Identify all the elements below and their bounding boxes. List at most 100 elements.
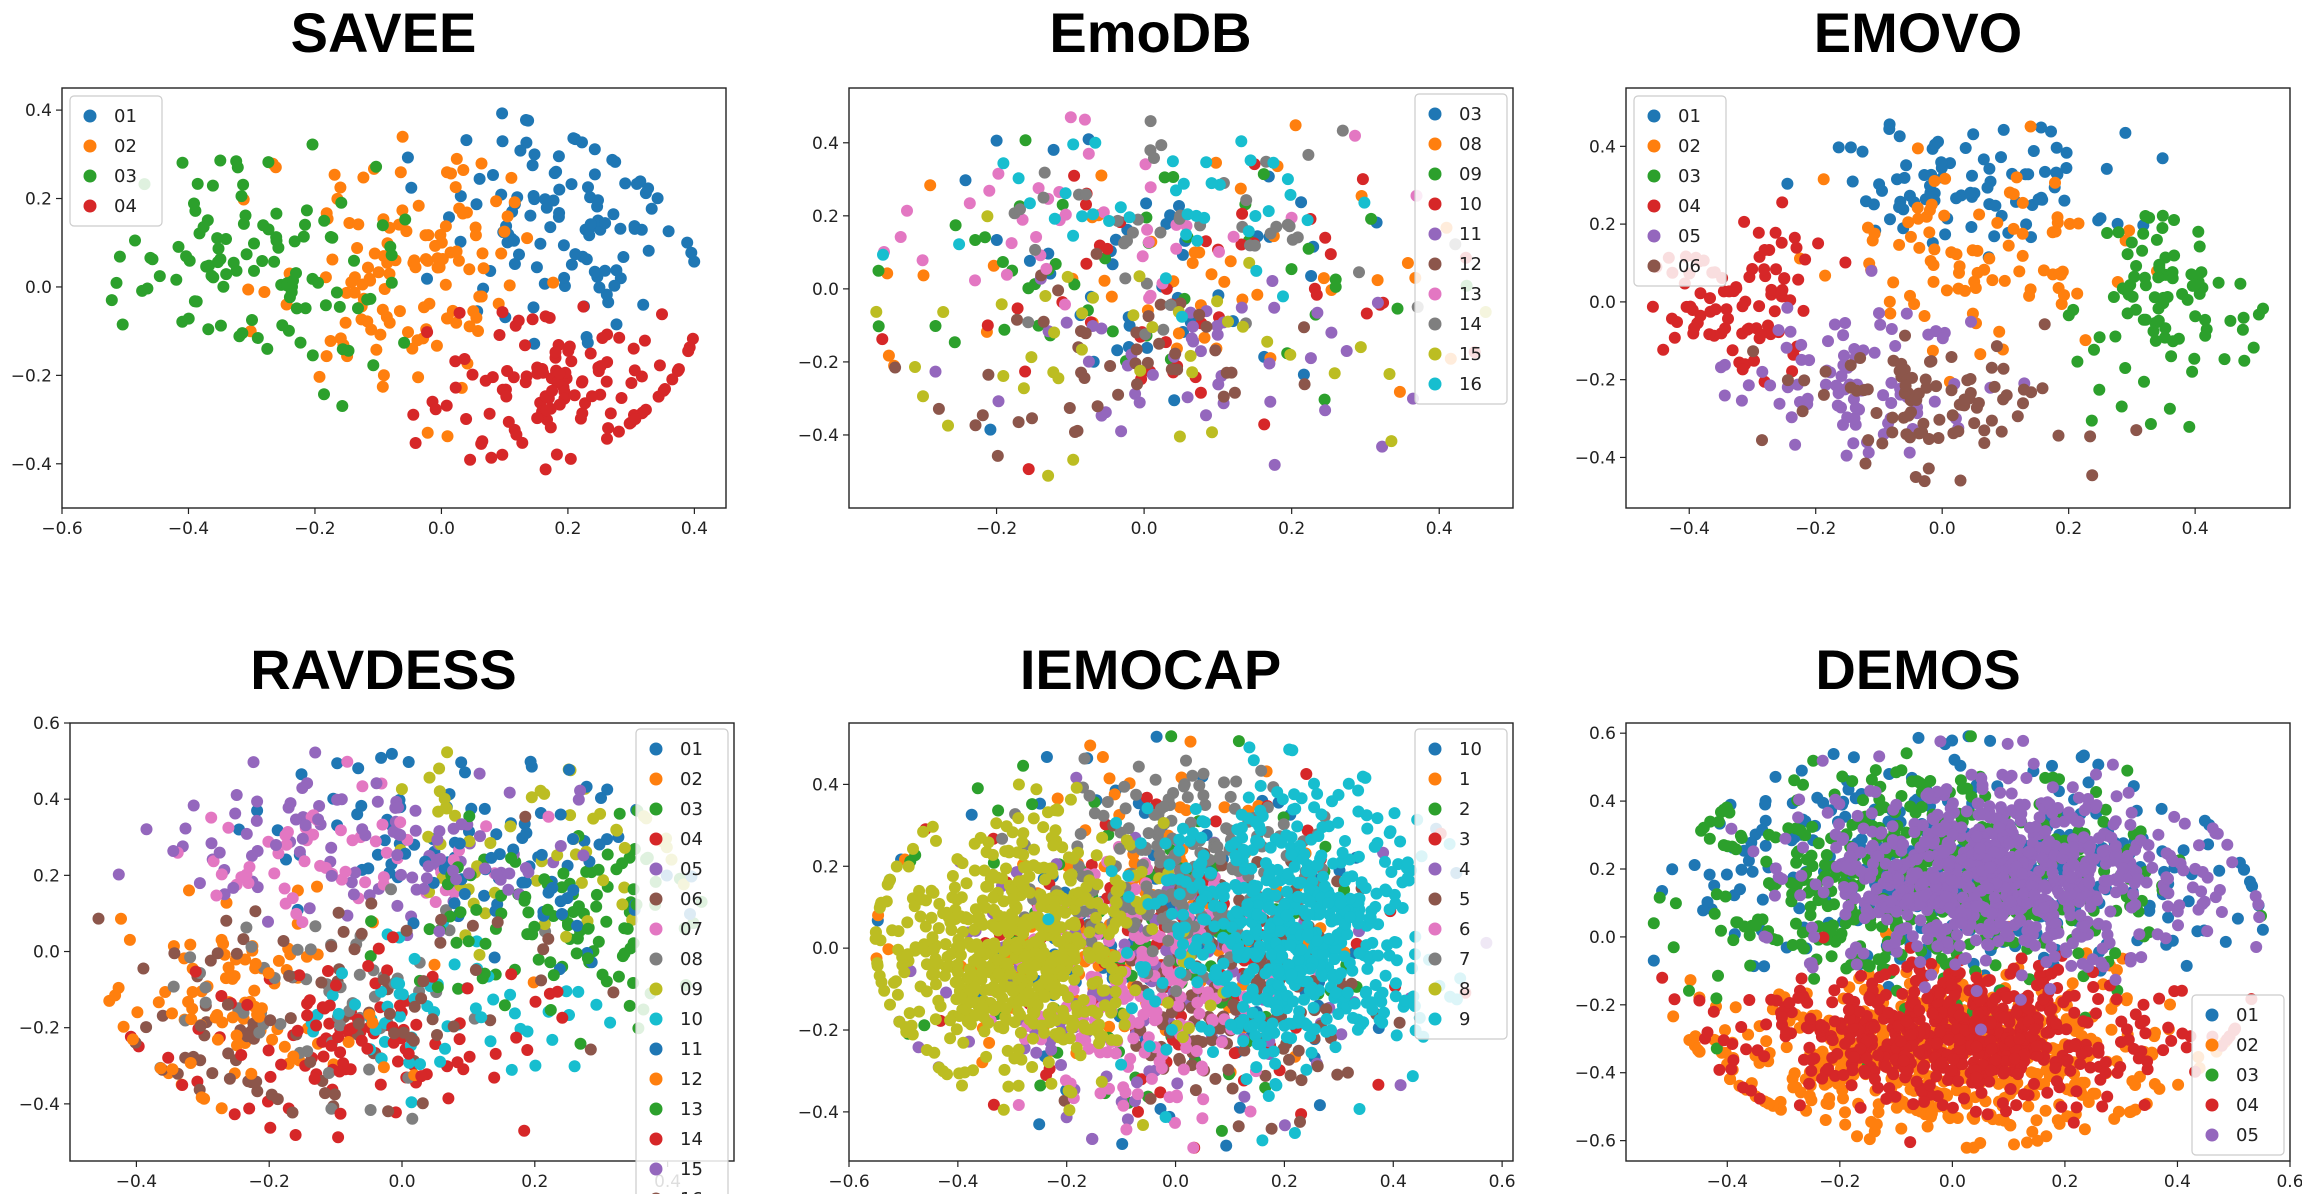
point-15 [1025, 351, 1038, 364]
point-13 [544, 1004, 557, 1016]
point-8 [903, 1007, 916, 1020]
scatter-points [1646, 118, 2269, 488]
point-15 [937, 306, 950, 318]
point-03 [616, 950, 629, 963]
point-11 [1211, 320, 1224, 332]
point-14 [1119, 272, 1132, 285]
point-8 [997, 1103, 1010, 1116]
point-01 [645, 202, 658, 215]
point-01 [2119, 126, 2132, 139]
point-8 [932, 957, 945, 970]
point-05 [1839, 317, 1852, 329]
point-15 [1385, 435, 1398, 448]
point-15 [331, 793, 344, 806]
point-13 [613, 807, 626, 820]
point-01 [1981, 181, 1994, 194]
point-08 [1105, 290, 1118, 303]
point-06 [1798, 374, 1811, 387]
point-16 [1235, 135, 1248, 148]
point-04 [463, 1050, 476, 1063]
point-04 [1768, 305, 1781, 318]
point-10 [1220, 1139, 1233, 1152]
point-03 [2121, 307, 2134, 320]
x-tick-label: −0.4 [116, 1172, 157, 1192]
point-01 [524, 209, 537, 222]
point-03 [188, 197, 200, 210]
point-03 [239, 209, 252, 222]
point-01 [2202, 838, 2215, 851]
point-03 [2121, 248, 2134, 261]
point-13 [1144, 181, 1157, 194]
point-06 [1990, 340, 2003, 353]
legend-label-02: 02 [1678, 136, 1701, 157]
point-04 [493, 329, 506, 341]
point-9 [1285, 968, 1298, 981]
point-06 [1796, 405, 1809, 418]
point-6 [1117, 1081, 1130, 1094]
point-7 [1218, 776, 1230, 789]
point-02 [2051, 211, 2064, 224]
point-13 [1213, 245, 1225, 258]
point-05 [1781, 301, 1794, 314]
point-8 [1146, 923, 1159, 936]
point-5 [1189, 1084, 1202, 1097]
point-9 [1262, 1090, 1275, 1102]
point-08 [353, 968, 366, 981]
point-04 [604, 407, 617, 420]
point-04 [176, 1079, 189, 1091]
point-01 [1950, 192, 1963, 205]
point-9 [1208, 920, 1221, 933]
point-04 [458, 353, 471, 365]
point-11 [567, 833, 579, 845]
point-9 [1368, 840, 1381, 853]
point-16 [1242, 225, 1255, 238]
point-09 [1318, 393, 1331, 406]
point-01 [527, 301, 540, 314]
point-9 [1406, 1070, 1419, 1083]
point-03 [113, 250, 126, 263]
point-8 [916, 942, 929, 955]
legend-label-07: 07 [680, 919, 703, 940]
point-02 [456, 207, 469, 220]
point-8 [1110, 1034, 1123, 1047]
point-03 [610, 863, 623, 876]
point-9 [1332, 788, 1345, 801]
point-04 [565, 355, 578, 368]
point-9 [1334, 897, 1347, 910]
point-16 [383, 1007, 396, 1020]
point-02 [1911, 142, 1924, 155]
point-01 [1893, 130, 1906, 143]
point-01 [1846, 175, 1859, 188]
point-8 [1016, 926, 1029, 939]
point-9 [1248, 883, 1261, 896]
point-9 [1177, 938, 1189, 951]
scatter-chart-emovo: −0.4 −0.2 0.0 0.2 0.4−0.4−0.20.00.20.4010203… [1575, 87, 2291, 539]
point-01 [1795, 764, 1808, 777]
point-11 [1325, 326, 1338, 339]
point-16 [1200, 156, 1213, 169]
point-01 [331, 757, 344, 770]
point-06 [156, 1009, 169, 1022]
point-03 [367, 359, 380, 372]
point-03 [2192, 225, 2205, 238]
point-02 [328, 168, 341, 181]
point-9 [1346, 1011, 1359, 1024]
point-04 [1720, 303, 1733, 316]
point-02 [1940, 284, 1953, 297]
point-02 [477, 262, 490, 275]
point-1 [1051, 792, 1064, 805]
point-6 [1131, 1088, 1144, 1101]
point-6 [1191, 996, 1204, 1009]
legend-marker-10 [1428, 742, 1442, 756]
legend-marker-1 [1428, 772, 1442, 786]
legend-label-14: 14 [1459, 314, 1482, 335]
point-15 [167, 845, 180, 857]
point-12 [1052, 284, 1065, 297]
point-03 [2224, 314, 2237, 327]
point-05 [1756, 365, 1769, 378]
point-14 [330, 979, 342, 992]
point-15 [474, 830, 486, 843]
point-02 [248, 984, 261, 997]
point-7 [1074, 827, 1087, 840]
point-14 [402, 1047, 415, 1060]
